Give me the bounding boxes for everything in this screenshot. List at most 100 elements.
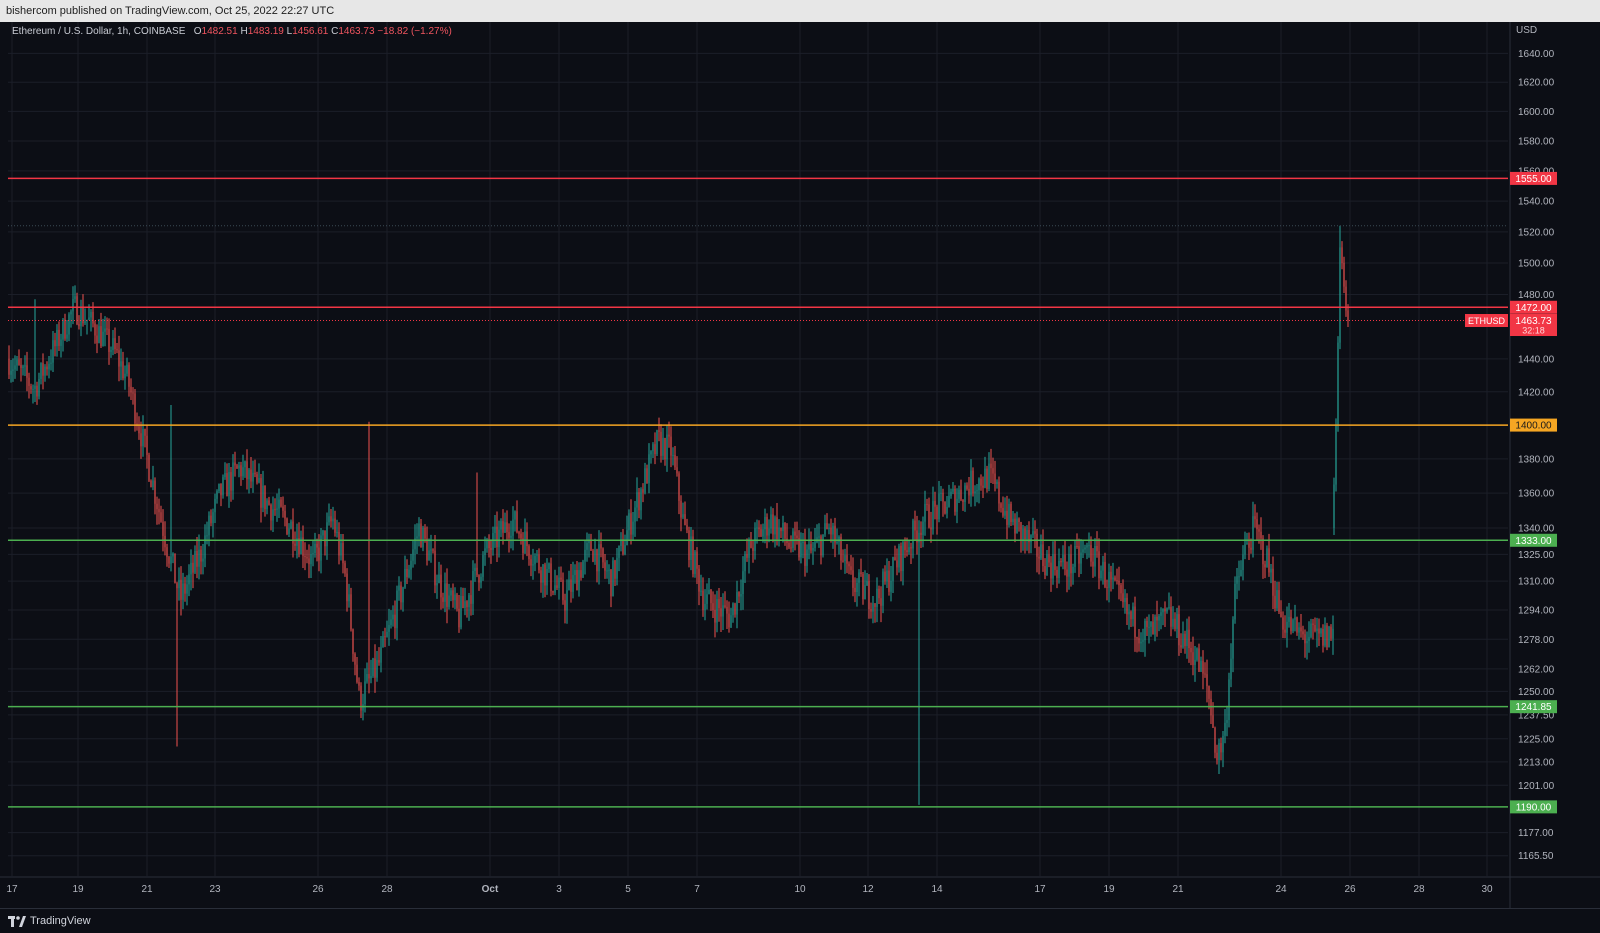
candle-body — [1140, 641, 1142, 644]
candle-body — [740, 594, 742, 597]
candle-body — [258, 478, 260, 483]
candle-body — [1160, 612, 1162, 616]
candle-body — [660, 431, 662, 456]
candle-body — [1166, 608, 1168, 612]
candle-body — [804, 542, 806, 566]
candle-body — [922, 521, 924, 535]
candle-body — [966, 485, 968, 489]
candle-body — [1170, 607, 1172, 627]
candle-body — [736, 592, 738, 615]
candle-body — [656, 430, 658, 454]
candle-body — [1278, 590, 1280, 612]
candle-body — [760, 529, 762, 537]
candle-body — [878, 588, 880, 599]
x-tick-label: 5 — [625, 884, 631, 895]
candle-body — [1032, 531, 1034, 536]
candle-body — [940, 492, 942, 494]
candle-body — [150, 480, 152, 488]
candle-body — [802, 542, 804, 544]
level-price-tag — [1510, 300, 1557, 314]
candle-body — [534, 555, 536, 565]
level-price-tag — [1510, 800, 1557, 814]
candle-body — [238, 465, 240, 469]
candle-body — [520, 533, 522, 539]
x-tick-label: 23 — [209, 884, 221, 895]
candle-body — [848, 563, 850, 567]
candle-body — [612, 560, 614, 597]
candle-body — [268, 500, 270, 505]
candle-body — [1335, 425, 1337, 485]
y-tick-label: 1250.00 — [1518, 687, 1555, 698]
candle-body — [734, 603, 736, 615]
candle-body — [1080, 552, 1082, 564]
candle-body — [1100, 570, 1102, 579]
candle-body — [502, 521, 504, 533]
candle-body — [464, 601, 466, 609]
candle-body — [1172, 618, 1174, 627]
candle-body — [122, 361, 124, 379]
candle-body — [592, 550, 594, 562]
candle-body — [702, 590, 704, 610]
candle-body — [1110, 571, 1112, 580]
candle-body — [904, 542, 906, 551]
candle-body — [1112, 577, 1114, 580]
candle-body — [1148, 626, 1150, 628]
candle-body — [164, 535, 166, 548]
candle-body — [654, 444, 656, 454]
candle-body — [474, 567, 476, 571]
candle-body — [392, 614, 394, 620]
candle-body — [498, 529, 500, 548]
candle-body — [476, 567, 478, 576]
candle-body — [102, 331, 104, 347]
candle-body — [282, 506, 284, 511]
y-tick-label: 1440.00 — [1518, 354, 1555, 365]
candle-body — [818, 536, 820, 538]
candle-body — [52, 340, 54, 363]
y-tick-label: 1201.00 — [1518, 781, 1555, 792]
candle-body — [200, 549, 202, 562]
bottom-bar: TradingView — [0, 908, 1600, 933]
candle-body — [524, 531, 526, 554]
candle-body — [486, 540, 488, 549]
candle-body — [1034, 531, 1036, 534]
candle-body — [230, 472, 232, 491]
candle-body — [1230, 658, 1232, 680]
chart-area[interactable]: USD 1640.00 1620.00 1600.00 1580.00 1560.00 15… — [0, 22, 1600, 908]
candle-body — [1188, 629, 1190, 649]
tradingview-logo[interactable]: TradingView — [8, 915, 91, 927]
candle-body — [218, 483, 220, 492]
candle-body — [518, 532, 520, 534]
candle-body — [300, 537, 302, 554]
candle-body — [242, 467, 244, 477]
candle-body — [446, 583, 448, 607]
candle-body — [890, 580, 892, 592]
candle-body — [1102, 561, 1104, 571]
candle-body — [1234, 583, 1236, 620]
y-tick-label: 1213.00 — [1518, 757, 1555, 768]
candle-body — [444, 583, 446, 602]
ticker-label: ETHUSD — [1468, 316, 1506, 326]
candle-body — [1320, 628, 1322, 634]
candle-body — [782, 522, 784, 532]
candle-body — [1048, 554, 1050, 563]
candle-body — [422, 527, 424, 548]
candle-body — [484, 548, 486, 556]
candle-body — [912, 520, 914, 549]
candle-body — [762, 529, 764, 537]
level-price-label: 1241.85 — [1515, 702, 1552, 713]
candle-body — [1168, 607, 1170, 609]
candle-body — [104, 328, 106, 332]
candle-body — [262, 485, 264, 508]
candle-body — [790, 547, 792, 549]
candle-body — [784, 522, 786, 539]
candle-body — [1274, 595, 1276, 609]
price-chart[interactable]: USD1640.001620.001600.001580.001560.0015… — [0, 22, 1600, 908]
candle-body — [902, 542, 904, 572]
candle-body — [602, 548, 604, 563]
candle-body — [312, 553, 314, 555]
candle-body — [788, 542, 790, 548]
candle-body — [680, 500, 682, 518]
candle-body — [758, 527, 760, 530]
candle-body — [662, 437, 664, 456]
candle-body — [872, 603, 874, 612]
